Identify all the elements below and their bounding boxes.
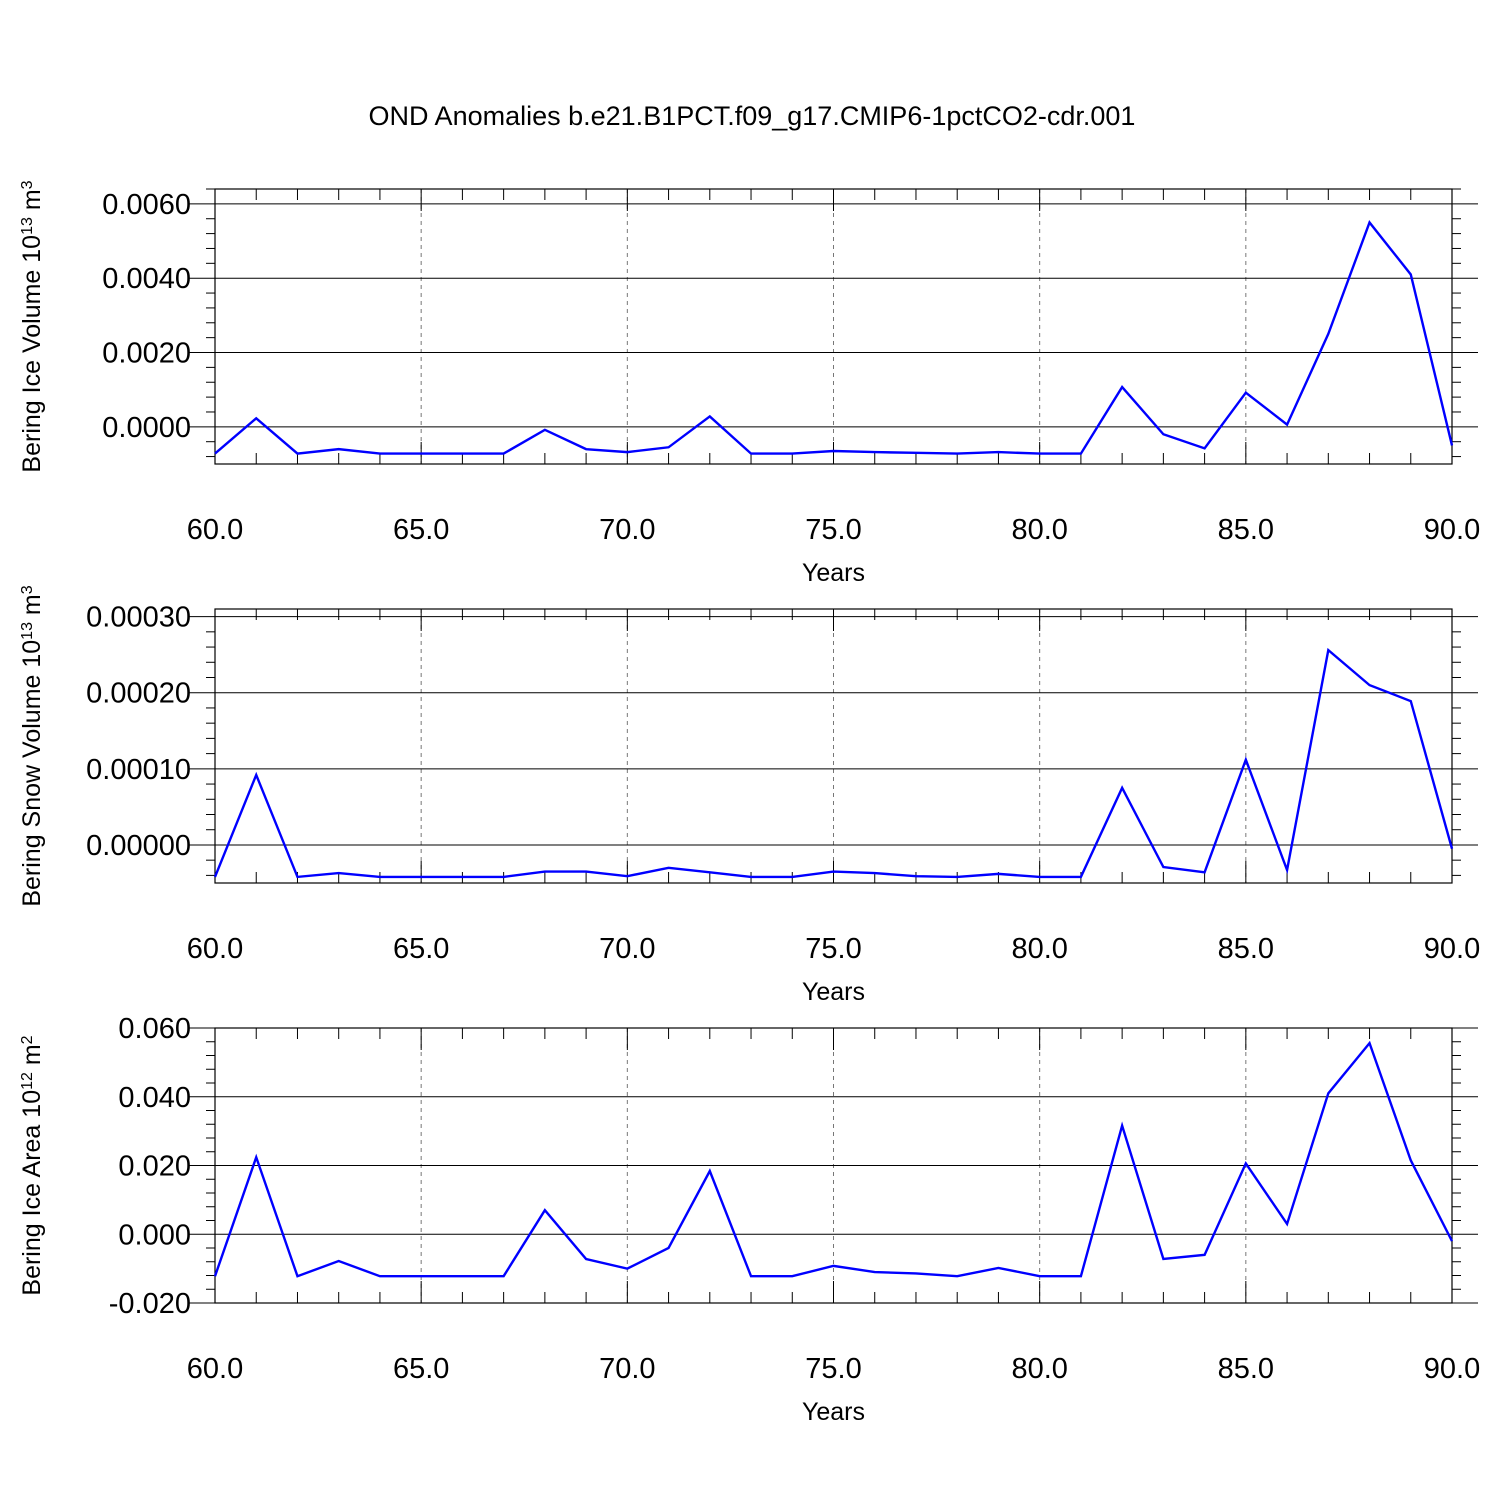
y-tick-label: 0.00000: [86, 830, 191, 862]
x-tick-label: 80.0: [1011, 514, 1067, 546]
x-axis-label: Years: [802, 978, 865, 1006]
y-tick-label: 0.020: [118, 1151, 191, 1183]
x-tick-label: 80.0: [1011, 1353, 1067, 1385]
x-tick-label: 80.0: [1011, 933, 1067, 965]
y-tick-label: -0.020: [109, 1288, 191, 1320]
x-tick-label: 90.0: [1424, 933, 1480, 965]
y-axis-label-superscript: 12: [19, 1072, 36, 1090]
y-tick-label: 0.00030: [86, 602, 191, 634]
y-axis-label-part: 10: [18, 640, 46, 668]
x-tick-label: 70.0: [599, 933, 655, 965]
x-tick-label: 75.0: [805, 514, 861, 546]
x-tick-label: 65.0: [393, 933, 449, 965]
y-axis-label-part: m: [18, 1044, 46, 1065]
y-axis-label-superscript: 13: [19, 217, 36, 235]
panel-1: 0.0000 0.0020 0.0040 0.0060 60.0 65.0 70.0 75.0…: [18, 180, 1480, 587]
y-axis-label-part: Bering Ice Area: [18, 1118, 46, 1296]
chart-title: OND Anomalies b.e21.B1PCT.f09_g17.CMIP6-…: [369, 101, 1136, 131]
x-axis-label: Years: [802, 1398, 865, 1426]
x-tick-label: 60.0: [187, 514, 243, 546]
y-axis-label-superscript: 13: [19, 622, 36, 640]
y-axis-label-part: Bering Snow Volume: [18, 668, 46, 907]
y-axis-label-part: m: [18, 594, 46, 615]
x-tick-label: 65.0: [393, 1353, 449, 1385]
y-tick-label: 0.00010: [86, 754, 191, 786]
series-line: [213, 647, 1454, 879]
y-tick-label: 0.060: [118, 1013, 191, 1045]
series-line: [214, 220, 1454, 455]
y-axis-label-part: 10: [18, 1090, 46, 1118]
x-tick-label: 90.0: [1424, 514, 1480, 546]
y-axis-label-space: [18, 210, 46, 217]
x-tick-label: 85.0: [1218, 514, 1274, 546]
y-axis-label-part: 10: [18, 235, 46, 263]
x-tick-label: 85.0: [1218, 933, 1274, 965]
x-tick-label: 60.0: [187, 1353, 243, 1385]
x-tick-label: 70.0: [599, 1353, 655, 1385]
y-tick-label: 0.00020: [86, 678, 191, 710]
plot-frame: [214, 608, 1453, 884]
x-tick-label: 75.0: [805, 1353, 861, 1385]
series-line: [213, 1040, 1454, 1278]
x-tick-label: 65.0: [393, 514, 449, 546]
panel-3: -0.020 0.000 0.020 0.040 0.060 60.0 65.0 70.0 75…: [18, 1013, 1480, 1426]
panels: 0.0000 0.0020 0.0040 0.0060 60.0 65.0 70.0 75.0…: [18, 180, 1480, 1426]
y-axis-label: Bering Snow Volume 1013 m3: [18, 585, 46, 906]
x-tick-label: 70.0: [599, 514, 655, 546]
y-tick-label: 0.000: [118, 1219, 191, 1251]
y-axis-label-space: [18, 1065, 46, 1072]
y-tick-label: 0.040: [118, 1082, 191, 1114]
y-axis-label-superscript: 2: [19, 1035, 36, 1044]
plot-frame: [214, 1027, 1453, 1304]
y-axis-label-superscript: 3: [19, 180, 36, 189]
panel-2: 0.00000 0.00010 0.00020 0.00030 60.0 65.0 70.0…: [18, 585, 1480, 1006]
x-tick-label: 75.0: [805, 933, 861, 965]
x-tick-label: 60.0: [187, 933, 243, 965]
y-axis-label-superscript: 3: [19, 585, 36, 594]
y-axis-label: Bering Ice Area 1012 m2: [18, 1035, 46, 1295]
y-axis-label: Bering Ice Volume 1013 m3: [18, 180, 46, 472]
plot-frame: [214, 188, 1453, 465]
x-tick-label: 85.0: [1218, 1353, 1274, 1385]
y-axis-label-part: m: [18, 189, 46, 210]
y-tick-label: 0.0040: [102, 263, 191, 295]
y-axis-label-space: [18, 615, 46, 622]
x-axis-label: Years: [802, 559, 865, 587]
y-tick-label: 0.0000: [102, 412, 191, 444]
y-tick-label: 0.0020: [102, 338, 191, 370]
x-tick-label: 90.0: [1424, 1353, 1480, 1385]
y-tick-label: 0.0060: [102, 189, 191, 221]
y-axis-label-part: Bering Ice Volume: [18, 263, 46, 473]
